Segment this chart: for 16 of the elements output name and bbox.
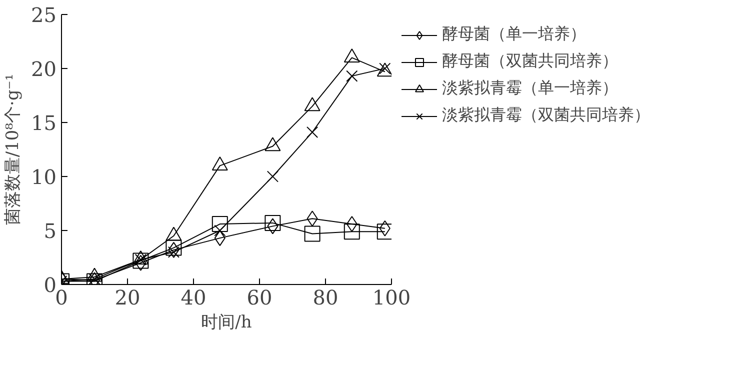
- legend-label: 淡紫拟青霉（单一培养）: [442, 78, 619, 99]
- legend-label: 酵母菌（单一培养）: [442, 24, 587, 45]
- legend-label: 酵母菌（双菌共同培养）: [442, 51, 619, 72]
- y-tick-label: 15: [31, 111, 57, 135]
- x-tick-label: 60: [246, 286, 272, 310]
- x-tick-label: 100: [372, 286, 411, 310]
- y-tick-label: 20: [31, 57, 57, 81]
- x-tick-label: 40: [180, 286, 206, 310]
- y-tick-label: 5: [44, 219, 57, 243]
- legend-label: 淡紫拟青霉（双菌共同培养）: [442, 105, 651, 126]
- y-tick-label: 10: [31, 165, 57, 189]
- x-tick-label: 20: [114, 286, 140, 310]
- y-axis-title: 菌落数量/10⁸个·g⁻¹: [3, 74, 24, 226]
- x-tick-label: 80: [312, 286, 338, 310]
- y-tick-label: 25: [31, 3, 57, 27]
- x-axis-title: 时间/h: [201, 312, 252, 332]
